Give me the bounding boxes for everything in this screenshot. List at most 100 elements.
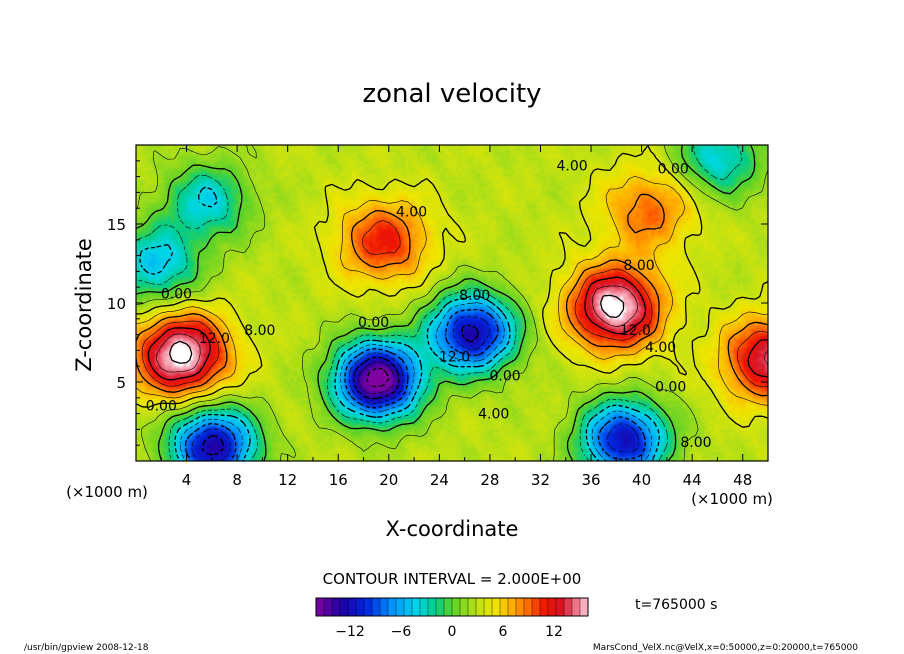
x-tick-label: 24 bbox=[430, 471, 449, 489]
contour-level-m6 bbox=[179, 302, 652, 461]
x-unit-label-left: (×1000 m) bbox=[66, 483, 148, 501]
colorbar-segment bbox=[556, 598, 565, 616]
colorbar-segment bbox=[444, 598, 453, 616]
colorbar bbox=[316, 598, 589, 616]
contour-level-m16 bbox=[366, 367, 390, 388]
contour-level-16 bbox=[168, 294, 625, 364]
contour-label: 8.00 bbox=[459, 288, 490, 304]
contour-level-10 bbox=[141, 220, 768, 388]
x-tick-label: 40 bbox=[632, 471, 651, 489]
colorbar-tick-label: 0 bbox=[448, 624, 457, 640]
x-tick-label: 28 bbox=[480, 471, 499, 489]
x-tick-label: 48 bbox=[733, 471, 752, 489]
colorbar-segment bbox=[332, 598, 341, 616]
contour-label: 0.00 bbox=[146, 399, 177, 415]
contour-label: 0.00 bbox=[490, 369, 521, 385]
contour-label: 0.00 bbox=[358, 315, 389, 331]
x-tick-label: 8 bbox=[232, 471, 242, 489]
colorbar-segment bbox=[316, 598, 325, 616]
x-axis-label: X-coordinate bbox=[386, 517, 519, 541]
contour-labels: 4.00 0.00 4.00 0.00 8.00 8.00 0.00 12.0 8.00 12.0… bbox=[146, 159, 712, 452]
contour-label: 4.00 bbox=[478, 407, 509, 423]
contour-level-14 bbox=[156, 285, 768, 373]
colorbar-segment bbox=[404, 598, 413, 616]
colorbar-ticks: −12 −6 0 6 12 bbox=[335, 624, 563, 640]
contour-label: 0.00 bbox=[161, 287, 192, 303]
colorbar-segment bbox=[548, 598, 557, 616]
footer-left: /usr/bin/gpview 2008-12-18 bbox=[24, 643, 149, 653]
contour-level-6 bbox=[136, 176, 768, 406]
colorbar-segment bbox=[452, 598, 461, 616]
colorbar-segment bbox=[492, 598, 501, 616]
colorbar-segment bbox=[396, 598, 405, 616]
colorbar-segment bbox=[500, 598, 509, 616]
colorbar-segment bbox=[324, 598, 333, 616]
contour-label: 4.00 bbox=[645, 340, 676, 356]
colorbar-segment bbox=[572, 598, 581, 616]
contour-label: 0.00 bbox=[655, 380, 686, 396]
x-tick-label: 4 bbox=[182, 471, 192, 489]
colorbar-segment bbox=[380, 598, 389, 616]
colorbar-segment bbox=[484, 598, 493, 616]
colorbar-segment bbox=[476, 598, 485, 616]
colorbar-segment bbox=[540, 598, 549, 616]
contour-level-8 bbox=[136, 193, 768, 397]
colorbar-segment bbox=[508, 598, 517, 616]
x-tick-label: 20 bbox=[379, 471, 398, 489]
contour-interval-text: CONTOUR INTERVAL = 2.000E+00 bbox=[323, 570, 582, 588]
contour-label: 0.00 bbox=[658, 162, 689, 178]
contour-label: 4.00 bbox=[396, 204, 427, 220]
x-tick-label: 16 bbox=[329, 471, 348, 489]
contour-level-m14 bbox=[358, 361, 395, 394]
colorbar-segment bbox=[460, 598, 469, 616]
contour-level-m4 bbox=[139, 186, 661, 461]
contour-label: 12.0 bbox=[199, 331, 230, 347]
footer-right: MarsCond_VelX.nc@VelX,x=0:50000,z=0:2000… bbox=[593, 643, 858, 653]
x-unit-label-right: (×1000 m) bbox=[691, 490, 773, 508]
y-tick-label: 10 bbox=[107, 295, 126, 313]
colorbar-segment bbox=[580, 598, 589, 616]
contour-level-m10 bbox=[191, 316, 640, 461]
colorbar-frame bbox=[315, 597, 589, 617]
colorbar-segment bbox=[564, 598, 573, 616]
colorbar-tick-label: 6 bbox=[499, 624, 508, 640]
contour-level-12 bbox=[147, 276, 768, 381]
x-tick-label: 32 bbox=[531, 471, 550, 489]
colorbar-segment bbox=[428, 598, 437, 616]
colorbar-segment bbox=[372, 598, 381, 616]
colorbar-tick-label: −6 bbox=[391, 624, 412, 640]
contour-lines bbox=[136, 145, 768, 461]
colorbar-segment bbox=[532, 598, 541, 616]
contour-label: 12.0 bbox=[620, 323, 651, 339]
contour-label: 12.0 bbox=[439, 350, 470, 366]
contour-level-m2 bbox=[136, 145, 743, 461]
x-tick-label: 12 bbox=[278, 471, 297, 489]
y-axis: 5 10 15 bbox=[107, 160, 768, 446]
contour-level-2 bbox=[136, 145, 768, 461]
colorbar-tick-label: 12 bbox=[545, 624, 563, 640]
colorbar-segment bbox=[420, 598, 429, 616]
colorbar-segment bbox=[356, 598, 365, 616]
y-tick-label: 5 bbox=[116, 374, 126, 392]
colorbar-segment bbox=[468, 598, 477, 616]
contour-level-m8 bbox=[184, 308, 647, 461]
colorbar-segment bbox=[340, 598, 349, 616]
colorbar-segment bbox=[364, 598, 373, 616]
contour-label: 8.00 bbox=[623, 258, 654, 274]
colorbar-segment bbox=[412, 598, 421, 616]
contour-level-4 bbox=[136, 145, 768, 428]
x-tick-label: 44 bbox=[683, 471, 702, 489]
colorbar-segment bbox=[436, 598, 445, 616]
contour-level-0 bbox=[136, 145, 756, 461]
colorbar-segment bbox=[388, 598, 397, 616]
y-axis-label: Z-coordinate bbox=[72, 238, 96, 372]
contour-label: 8.00 bbox=[244, 323, 275, 339]
colorbar-segment bbox=[524, 598, 533, 616]
velocity-field bbox=[136, 145, 768, 461]
x-axis: 4 8 12 16 20 24 28 32 36 40 44 48 bbox=[160, 145, 752, 489]
colorbar-tick-label: −12 bbox=[335, 624, 365, 640]
colorbar-segment bbox=[516, 598, 525, 616]
chart-title: zonal velocity bbox=[362, 79, 541, 109]
contour-level-m12 bbox=[201, 324, 479, 456]
